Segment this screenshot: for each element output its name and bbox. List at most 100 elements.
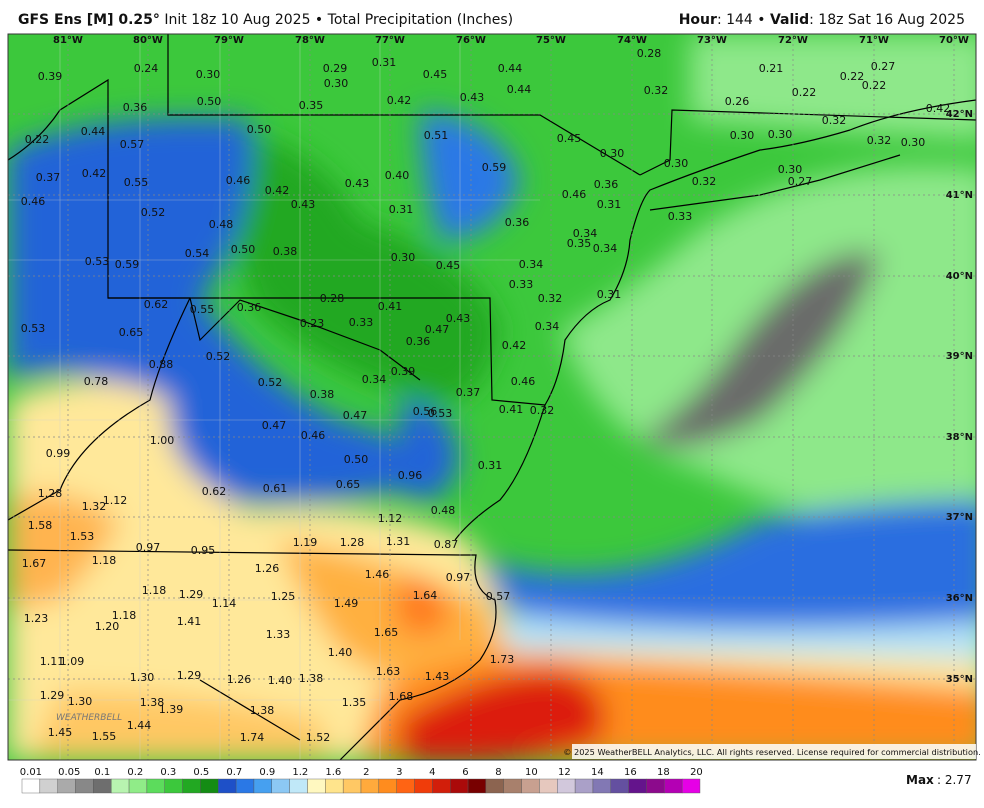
colorbar-swatch (664, 778, 683, 794)
precip-label: 0.35 (299, 99, 324, 112)
colorbar-swatch (592, 778, 611, 794)
precip-label: 0.28 (637, 47, 662, 60)
precip-field (8, 34, 976, 760)
precip-label: 0.65 (336, 478, 361, 491)
precip-label: 0.97 (136, 541, 161, 554)
max-label: Max (906, 773, 934, 787)
colorbar-swatch (218, 778, 237, 794)
precip-label: 1.40 (328, 646, 353, 659)
precip-label: 0.34 (519, 258, 544, 271)
colorbar-swatch (146, 778, 165, 794)
precip-label: 0.78 (84, 375, 109, 388)
colorbar-label: 0.7 (226, 767, 242, 778)
precip-label: 0.87 (434, 538, 459, 551)
colorbar-swatch (39, 778, 58, 794)
precip-label: 1.33 (266, 628, 291, 641)
colorbar-swatch (628, 778, 647, 794)
latitude-label: 37°N (946, 512, 973, 523)
precip-label: 0.47 (262, 419, 287, 432)
colorbar-label: 1.2 (292, 767, 308, 778)
precip-label: 1.23 (24, 612, 49, 625)
precip-label: 1.28 (340, 536, 365, 549)
copyright: © 2025 WeatherBELL Analytics, LLC. All r… (563, 747, 981, 757)
longitude-label: 73°W (697, 35, 727, 46)
precip-label: 0.61 (263, 482, 288, 495)
precip-label: 0.45 (436, 259, 461, 272)
precip-label: 0.32 (822, 114, 847, 127)
precip-label: 0.44 (81, 125, 106, 138)
longitude-label: 75°W (536, 35, 566, 46)
precip-label: 1.30 (130, 671, 155, 684)
precip-label: 0.55 (124, 176, 149, 189)
colorbar-swatch (378, 778, 397, 794)
precip-label: 0.47 (343, 409, 368, 422)
precip-label: 0.29 (323, 62, 348, 75)
colorbar-swatch (521, 778, 540, 794)
precip-label: 1.18 (142, 584, 167, 597)
precip-label: 0.50 (247, 123, 272, 136)
precip-label: 0.47 (425, 323, 450, 336)
latitude-label: 36°N (946, 593, 973, 604)
precip-label: 1.41 (177, 615, 202, 628)
colorbar-label: 0.1 (94, 767, 110, 778)
precip-label: 0.39 (391, 365, 416, 378)
precip-label: 0.43 (446, 312, 471, 325)
colorbar-swatch (414, 778, 433, 794)
precip-label: 0.41 (499, 403, 524, 416)
precip-label: 0.59 (115, 258, 140, 271)
precip-label: 0.52 (206, 350, 231, 363)
precip-label: 0.43 (345, 177, 370, 190)
precip-label: 1.73 (490, 653, 515, 666)
precip-label: 0.43 (291, 198, 316, 211)
colorbar-swatch (503, 778, 522, 794)
precip-label: 0.55 (190, 303, 215, 316)
precip-label: 0.30 (600, 147, 625, 160)
copyright-bg (572, 744, 976, 759)
precip-label: 0.42 (265, 184, 290, 197)
longitude-label: 76°W (456, 35, 486, 46)
precip-label: 0.48 (431, 504, 456, 517)
precip-label: 0.43 (460, 91, 485, 104)
precip-label: 1.58 (28, 519, 53, 532)
longitude-label: 74°W (617, 35, 647, 46)
precip-label: 0.22 (840, 70, 865, 83)
latitude-label: 40°N (946, 271, 973, 282)
precip-label: 0.22 (792, 86, 817, 99)
precip-label: 0.52 (258, 376, 283, 389)
precip-label: 0.39 (38, 70, 63, 83)
precip-label: 0.36 (505, 216, 530, 229)
precip-label: 1.38 (250, 704, 275, 717)
longitude-label: 79°W (214, 35, 244, 46)
colorbar-swatch (182, 778, 201, 794)
longitude-label: 77°W (375, 35, 405, 46)
precip-label: 1.29 (177, 669, 202, 682)
precip-label: 0.38 (310, 388, 335, 401)
colorbar-label: 0.01 (20, 767, 42, 778)
precip-label: 0.30 (901, 136, 926, 149)
precip-label: 0.46 (301, 429, 326, 442)
colorbar-label: 0.05 (58, 767, 80, 778)
colorbar-label: 6 (462, 767, 468, 778)
precip-label: 1.64 (413, 589, 438, 602)
precip-label: 0.41 (378, 300, 403, 313)
precip-label: 1.25 (271, 590, 296, 603)
precip-label: 0.36 (406, 335, 431, 348)
precip-label: 1.65 (374, 626, 399, 639)
precip-label: 1.53 (70, 530, 95, 543)
precip-label: 0.37 (36, 171, 61, 184)
precip-label: 0.36 (123, 101, 148, 114)
colorbar-swatch (200, 778, 219, 794)
colorbar-label: 8 (495, 767, 501, 778)
precip-label: 0.95 (191, 544, 216, 557)
colorbar-swatch (271, 778, 290, 794)
subtitle: Init 18z 10 Aug 2025 • Total Precipitati… (159, 12, 514, 28)
precip-label: 0.53 (85, 255, 110, 268)
precip-label: 0.30 (778, 163, 803, 176)
precip-label: 0.26 (725, 95, 750, 108)
colorbar-label: 0.2 (127, 767, 143, 778)
colorbar-swatch (342, 778, 362, 794)
precip-label: 0.36 (237, 301, 262, 314)
longitude-label: 81°W (53, 35, 83, 46)
